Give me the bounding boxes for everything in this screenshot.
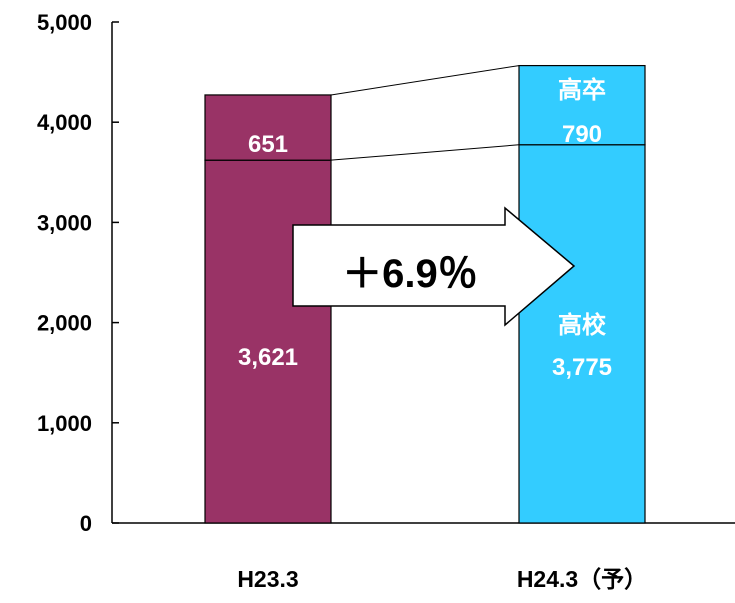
- data-label-high-school-h24: 3,775: [552, 354, 612, 381]
- bar-segment: [204, 94, 332, 161]
- bar-segment: [518, 144, 646, 524]
- arrow-annotation-text: ＋6.9％: [342, 252, 478, 296]
- growth-arrow: ＋6.9％: [292, 206, 576, 327]
- y-tick-label: 5,000: [37, 10, 92, 35]
- connector-middle: [330, 144, 520, 161]
- bar-segment: [518, 64, 646, 146]
- data-labels: 3,621 651 高卒 790 高校 3,775: [238, 76, 612, 381]
- series-label-graduates: 高卒: [558, 76, 606, 104]
- arrow-shape: [292, 206, 576, 327]
- connector-top: [330, 65, 520, 96]
- data-label-graduates-h23: 651: [248, 131, 288, 158]
- bars: [204, 64, 646, 524]
- bar-segment: [204, 159, 332, 524]
- y-tick-label: 4,000: [37, 110, 92, 135]
- data-label-graduates-h24: 790: [562, 121, 602, 148]
- y-tick-label: 3,000: [37, 210, 92, 235]
- y-tick-label: 1,000: [37, 411, 92, 436]
- y-tick-label: 0: [80, 511, 92, 536]
- x-tick-label: H23.3: [237, 566, 298, 592]
- connector-lines: [330, 65, 520, 161]
- y-tick-label: 2,000: [37, 311, 92, 336]
- series-label-high-school: 高校: [558, 311, 607, 339]
- x-tick-label: H24.3（予）: [517, 566, 647, 592]
- axes: 0 1,000 2,000 3,000 4,000 5,000 H23.3 H24.3（予）: [37, 10, 735, 592]
- data-label-high-school-h23: 3,621: [238, 344, 298, 371]
